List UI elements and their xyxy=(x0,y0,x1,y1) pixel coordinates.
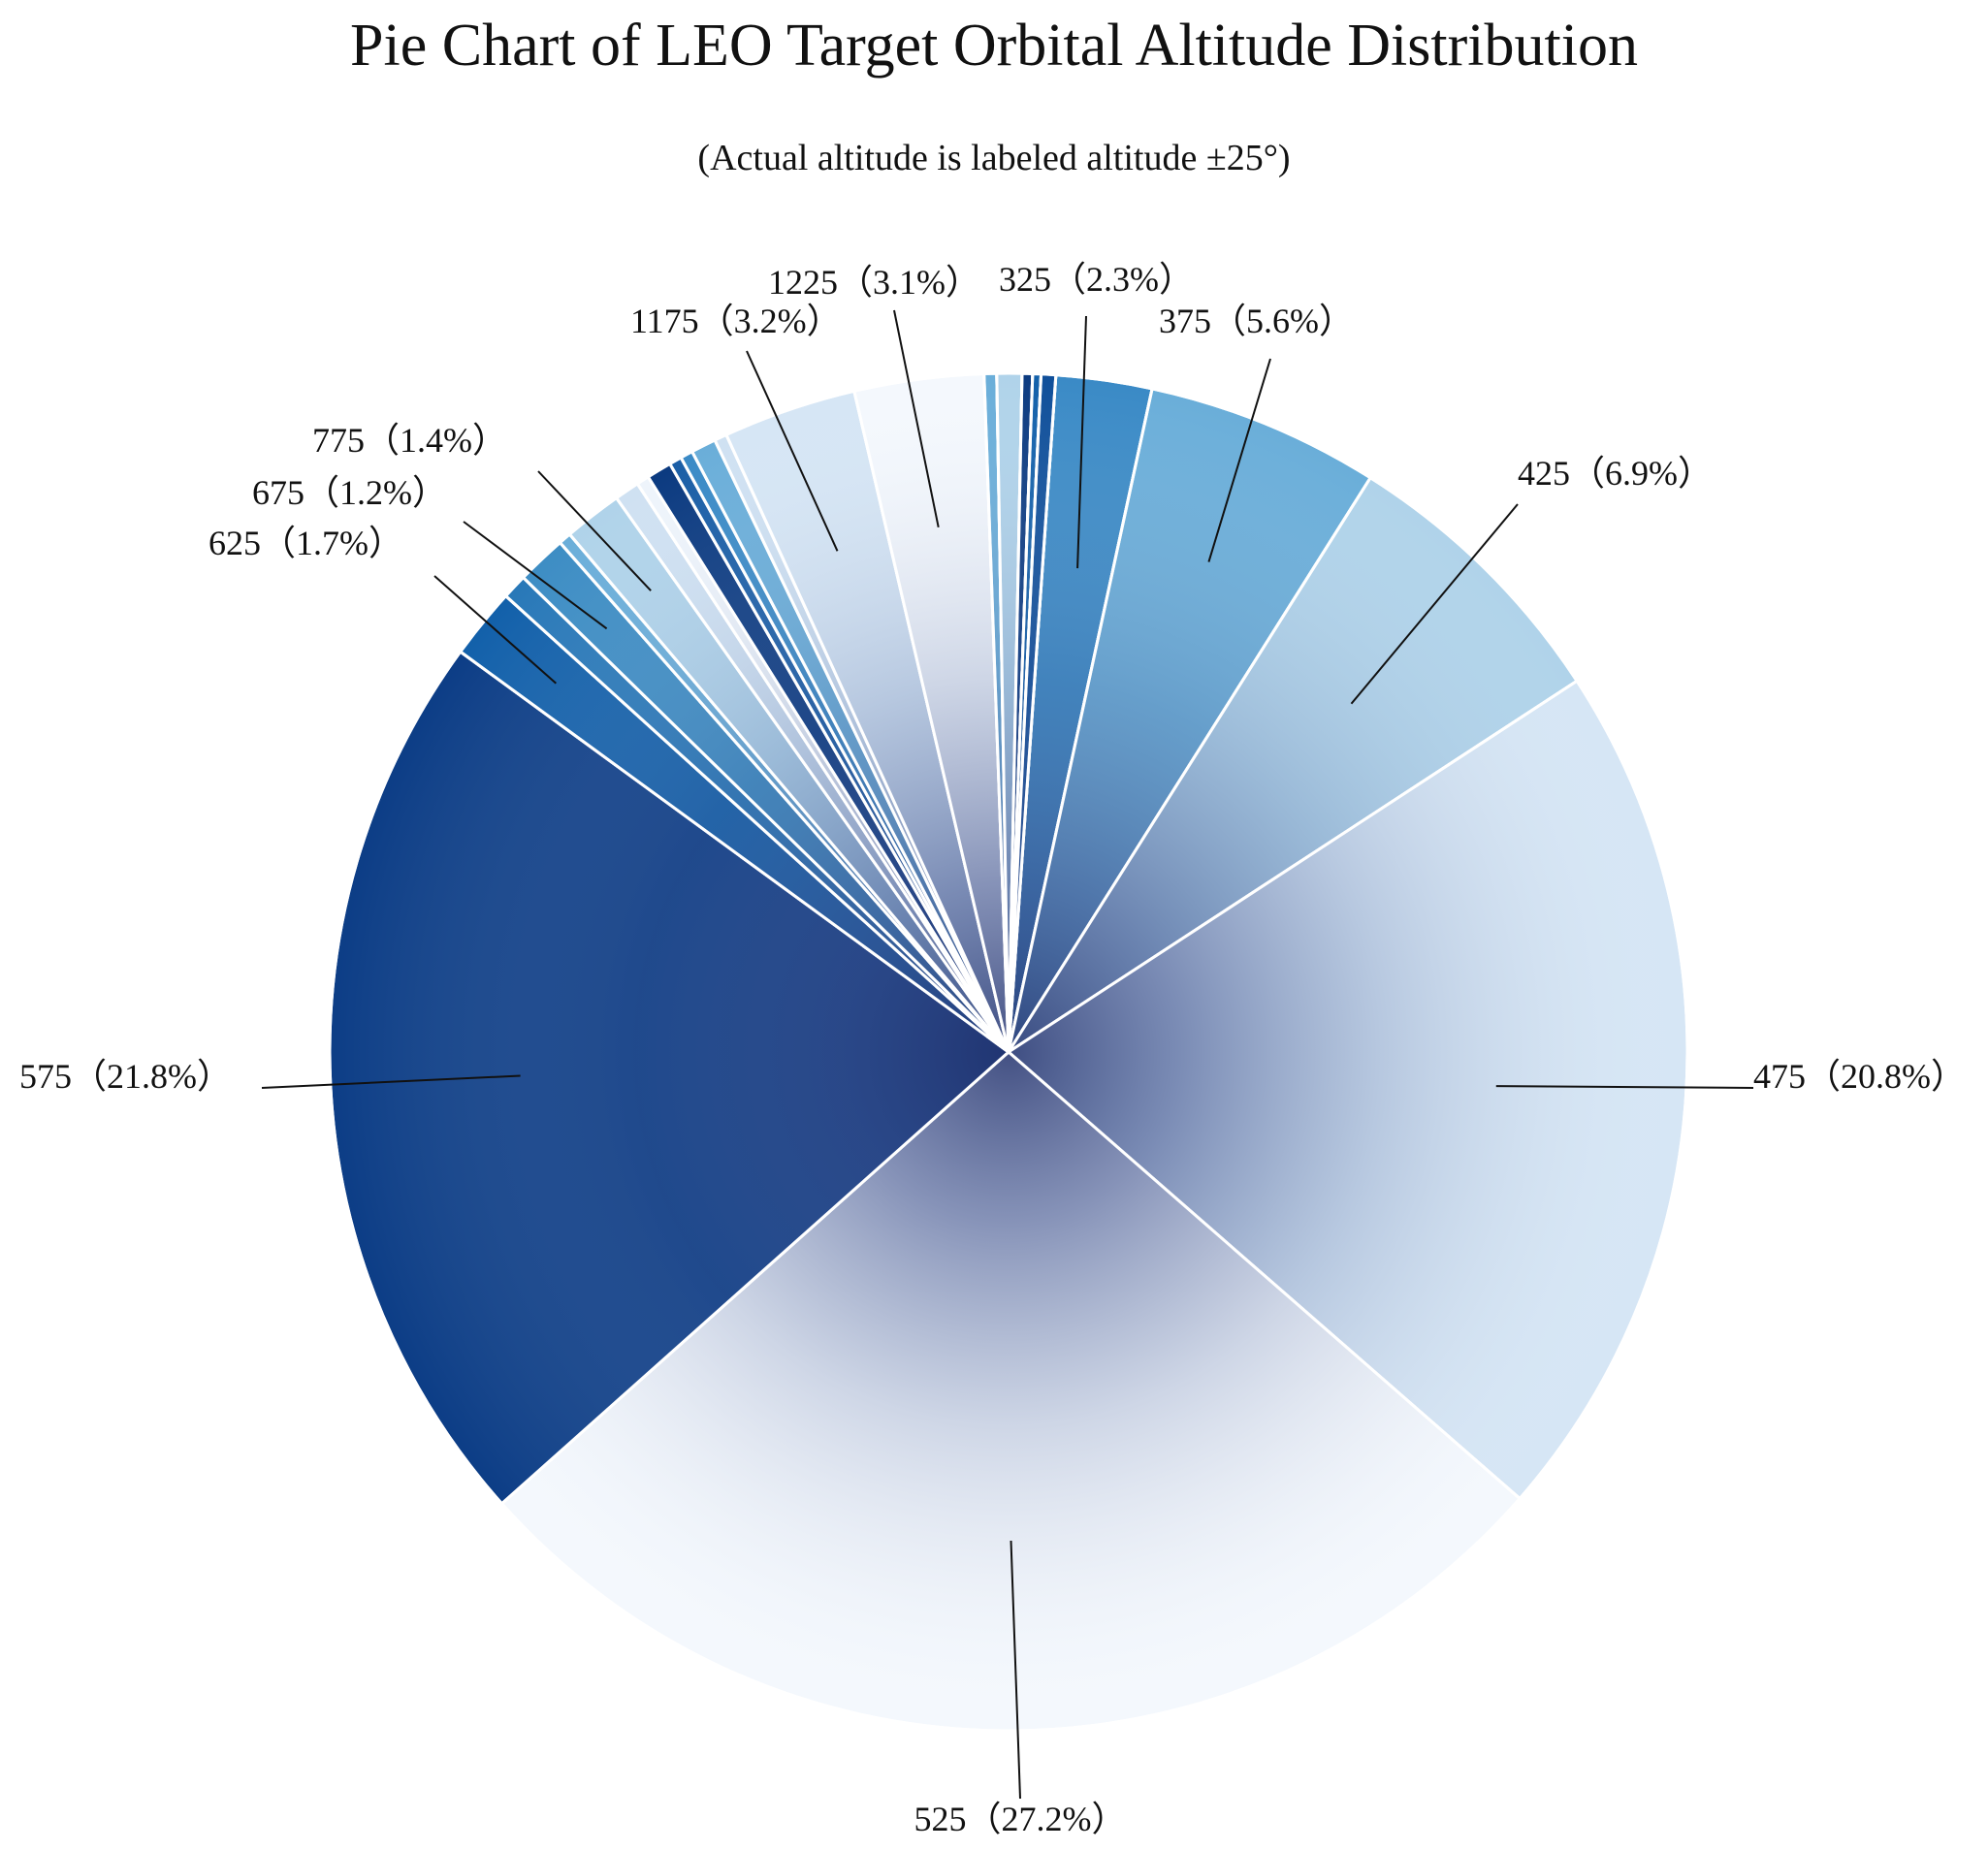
pie-slices xyxy=(328,371,1689,1733)
leader-lines xyxy=(261,309,1754,1800)
pie-slice-shading xyxy=(1007,475,1580,1054)
leader-line-425 xyxy=(1350,503,1519,705)
slice-label-1225: 1225（3.1%） xyxy=(768,263,980,302)
leader-line-575 xyxy=(261,1074,521,1089)
slice-label-525: 525（27.2%） xyxy=(914,1800,1127,1838)
pie-slice-shading xyxy=(1007,387,1373,1053)
leader-line-525 xyxy=(1010,1540,1021,1800)
slice-label-425: 425（6.9%） xyxy=(1518,454,1713,493)
leader-line-775 xyxy=(537,470,652,591)
slice-label-475: 475（20.8%） xyxy=(1753,1057,1966,1096)
leader-line-625 xyxy=(433,575,558,685)
slice-label-575: 575（21.8%） xyxy=(19,1057,232,1096)
leader-line-475 xyxy=(1495,1085,1754,1089)
chart-subtitle: (Actual altitude is labeled altitude ±25… xyxy=(697,138,1291,178)
slice-label-775: 775（1.4%） xyxy=(312,421,507,460)
leader-line-325 xyxy=(1076,315,1087,569)
pie-slice-shading xyxy=(499,1049,1523,1733)
leader-line-675 xyxy=(463,521,608,630)
slice-label-375: 375（5.6%） xyxy=(1159,302,1354,340)
slice-label-325: 325（2.3%） xyxy=(999,260,1194,299)
chart-title: Pie Chart of LEO Target Orbital Altitude… xyxy=(350,13,1638,79)
pie-slice-shading xyxy=(1007,372,1058,1053)
slice-labels: 325（2.3%）375（5.6%） 425（6.9%） 475（20.8%） 525… xyxy=(19,260,1966,1838)
slice-label-675: 675（1.2%） xyxy=(252,473,447,512)
leader-line-1225 xyxy=(893,309,940,528)
leader-line-375 xyxy=(1207,358,1271,562)
slice-label-625: 625（1.7%） xyxy=(208,524,403,562)
pie-slice-shading xyxy=(1006,679,1689,1501)
leader-line-1175 xyxy=(746,350,839,552)
slice-label-1175: 1175（3.2%） xyxy=(630,302,842,340)
